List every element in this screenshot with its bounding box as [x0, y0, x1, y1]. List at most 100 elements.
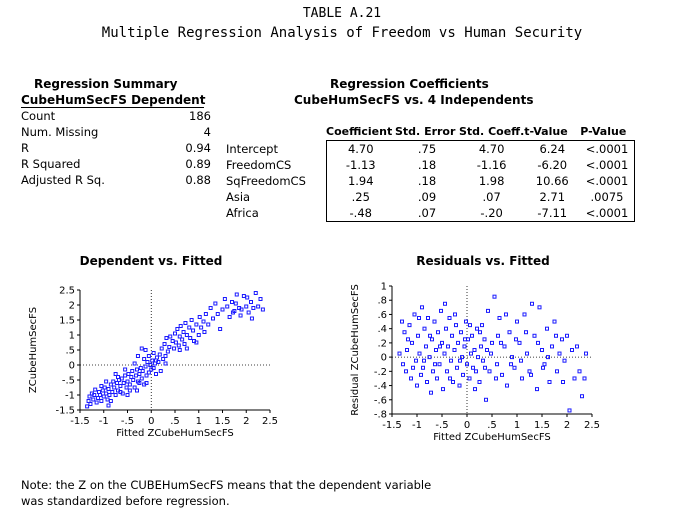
data-point [505, 383, 509, 388]
data-point [181, 330, 186, 334]
data-point [410, 340, 414, 345]
data-point [482, 337, 487, 342]
data-point [487, 369, 492, 374]
data-point [175, 327, 180, 331]
x-tick-label: -1.5 [382, 420, 402, 431]
row-label: FreedomCS [226, 158, 292, 172]
data-point [435, 376, 439, 381]
data-point [253, 291, 258, 295]
column-header: Std. Error [395, 125, 456, 138]
data-point [249, 316, 254, 321]
data-point [584, 351, 588, 356]
coefficient-cell: 4.70 [459, 140, 525, 157]
x-tick-label: -1 [99, 416, 109, 427]
data-point [178, 324, 183, 328]
coefficient-cell: <.0001 [580, 205, 635, 222]
data-point [464, 319, 468, 324]
coefficient-cell: -.20 [459, 205, 525, 222]
data-point [478, 330, 482, 335]
data-point [108, 382, 113, 387]
data-point [452, 348, 457, 352]
data-point [230, 310, 235, 315]
data-point [536, 340, 540, 345]
data-point [143, 348, 148, 352]
data-point [126, 372, 131, 376]
data-point [529, 372, 533, 377]
data-point [509, 362, 513, 367]
data-point [462, 344, 467, 349]
data-point [562, 358, 567, 363]
data-point [546, 355, 550, 360]
x-axis-label: Fitted ZCubeHumSecFS [116, 428, 234, 439]
footnote-line-1: Note: the Z on the CUBEHumSecFS means th… [21, 478, 432, 492]
data-point [239, 307, 244, 312]
data-point [507, 330, 512, 335]
data-point [154, 358, 158, 363]
coefficient-row: SqFreedomCS 1.94 .18 1.98 10.66 <.0001 [226, 173, 635, 189]
chart-title-residuals: Residuals vs. Fitted [416, 254, 550, 268]
summary-value: 4 [203, 125, 211, 139]
data-point [535, 387, 539, 392]
data-point [88, 402, 93, 406]
y-tick-label: 2.5 [59, 286, 75, 297]
data-point [183, 321, 188, 325]
data-point [164, 336, 169, 340]
data-point [99, 399, 104, 403]
data-point [532, 333, 537, 338]
data-point [500, 372, 504, 377]
y-tick-label: 1.5 [59, 316, 75, 327]
data-point [150, 358, 155, 363]
column-header: P-Value [580, 125, 627, 138]
data-point [188, 336, 193, 340]
y-tick-label: 2 [69, 301, 75, 312]
data-point [131, 378, 136, 382]
data-point [202, 330, 207, 334]
data-point [496, 333, 500, 338]
data-point [258, 297, 263, 301]
coefficient-cell: -7.11 [524, 205, 581, 222]
data-point [144, 373, 149, 378]
data-point [135, 354, 140, 358]
x-tick-label: 2.5 [262, 416, 278, 427]
column-header: t-Value [524, 125, 568, 138]
summary-label: Num. Missing [21, 125, 99, 139]
coefficient-cell: 1.94 [325, 173, 395, 189]
data-point [113, 372, 118, 376]
y-tick-label: -.8 [374, 410, 387, 421]
coefficient-cell: .0075 [580, 189, 635, 205]
coefficient-cell: .07 [395, 205, 459, 222]
data-point [158, 369, 163, 373]
data-point [218, 327, 223, 331]
data-point [405, 348, 409, 352]
data-point [497, 316, 502, 320]
data-point [132, 361, 137, 366]
data-point [220, 307, 225, 312]
data-point [112, 385, 117, 390]
data-point [530, 301, 534, 306]
data-point [159, 346, 164, 351]
data-point [485, 348, 489, 352]
data-point [244, 304, 249, 309]
data-point [490, 340, 494, 345]
coefficient-cell: 2.71 [539, 190, 566, 204]
data-point [163, 354, 168, 358]
data-point [93, 387, 98, 392]
coefficient-row: Africa -.48.07 -.20 -7.11 <.0001 [226, 205, 635, 222]
y-tick-label: .5 [65, 346, 75, 357]
data-point [415, 383, 419, 388]
y-tick-label: -.6 [374, 395, 387, 406]
data-point [130, 369, 135, 373]
data-point [245, 295, 250, 300]
summary-label: R [21, 141, 29, 155]
y-tick-label: .4 [377, 324, 387, 335]
data-point [572, 376, 577, 381]
data-point [428, 333, 432, 338]
summary-label: R Squared [21, 157, 81, 171]
data-point [397, 351, 402, 356]
data-point [102, 385, 107, 390]
coefficient-cell: 6.24 [524, 140, 581, 157]
data-point [522, 312, 527, 317]
data-point [504, 312, 508, 317]
data-point [151, 366, 156, 370]
data-point [465, 362, 469, 367]
